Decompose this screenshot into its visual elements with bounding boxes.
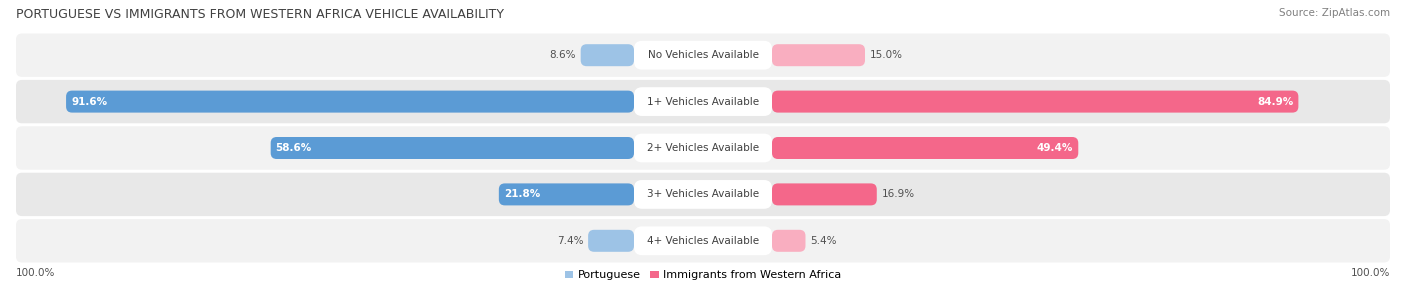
FancyBboxPatch shape bbox=[15, 219, 1391, 263]
Text: 84.9%: 84.9% bbox=[1257, 97, 1294, 107]
FancyBboxPatch shape bbox=[581, 44, 634, 66]
Text: 2+ Vehicles Available: 2+ Vehicles Available bbox=[647, 143, 759, 153]
Text: 16.9%: 16.9% bbox=[882, 189, 915, 199]
FancyBboxPatch shape bbox=[634, 134, 772, 162]
FancyBboxPatch shape bbox=[15, 80, 1391, 123]
FancyBboxPatch shape bbox=[588, 230, 634, 252]
FancyBboxPatch shape bbox=[15, 126, 1391, 170]
FancyBboxPatch shape bbox=[66, 91, 634, 113]
Text: 4+ Vehicles Available: 4+ Vehicles Available bbox=[647, 236, 759, 246]
Legend: Portuguese, Immigrants from Western Africa: Portuguese, Immigrants from Western Afri… bbox=[565, 271, 841, 281]
FancyBboxPatch shape bbox=[15, 33, 1391, 77]
Text: 91.6%: 91.6% bbox=[72, 97, 107, 107]
Text: 5.4%: 5.4% bbox=[810, 236, 837, 246]
Text: 1+ Vehicles Available: 1+ Vehicles Available bbox=[647, 97, 759, 107]
Text: 7.4%: 7.4% bbox=[557, 236, 583, 246]
FancyBboxPatch shape bbox=[772, 44, 865, 66]
FancyBboxPatch shape bbox=[634, 87, 772, 116]
FancyBboxPatch shape bbox=[499, 183, 634, 205]
FancyBboxPatch shape bbox=[15, 173, 1391, 216]
FancyBboxPatch shape bbox=[634, 41, 772, 69]
Text: 100.0%: 100.0% bbox=[15, 268, 55, 278]
FancyBboxPatch shape bbox=[271, 137, 634, 159]
Text: 15.0%: 15.0% bbox=[870, 50, 903, 60]
FancyBboxPatch shape bbox=[772, 230, 806, 252]
FancyBboxPatch shape bbox=[772, 137, 1078, 159]
Text: No Vehicles Available: No Vehicles Available bbox=[648, 50, 758, 60]
Text: PORTUGUESE VS IMMIGRANTS FROM WESTERN AFRICA VEHICLE AVAILABILITY: PORTUGUESE VS IMMIGRANTS FROM WESTERN AF… bbox=[15, 8, 503, 21]
FancyBboxPatch shape bbox=[772, 183, 877, 205]
FancyBboxPatch shape bbox=[772, 91, 1298, 113]
FancyBboxPatch shape bbox=[634, 180, 772, 209]
Text: 3+ Vehicles Available: 3+ Vehicles Available bbox=[647, 189, 759, 199]
Text: 21.8%: 21.8% bbox=[503, 189, 540, 199]
Text: Source: ZipAtlas.com: Source: ZipAtlas.com bbox=[1279, 8, 1391, 18]
Text: 58.6%: 58.6% bbox=[276, 143, 312, 153]
FancyBboxPatch shape bbox=[634, 227, 772, 255]
Text: 8.6%: 8.6% bbox=[550, 50, 575, 60]
Text: 49.4%: 49.4% bbox=[1036, 143, 1073, 153]
Text: 100.0%: 100.0% bbox=[1351, 268, 1391, 278]
